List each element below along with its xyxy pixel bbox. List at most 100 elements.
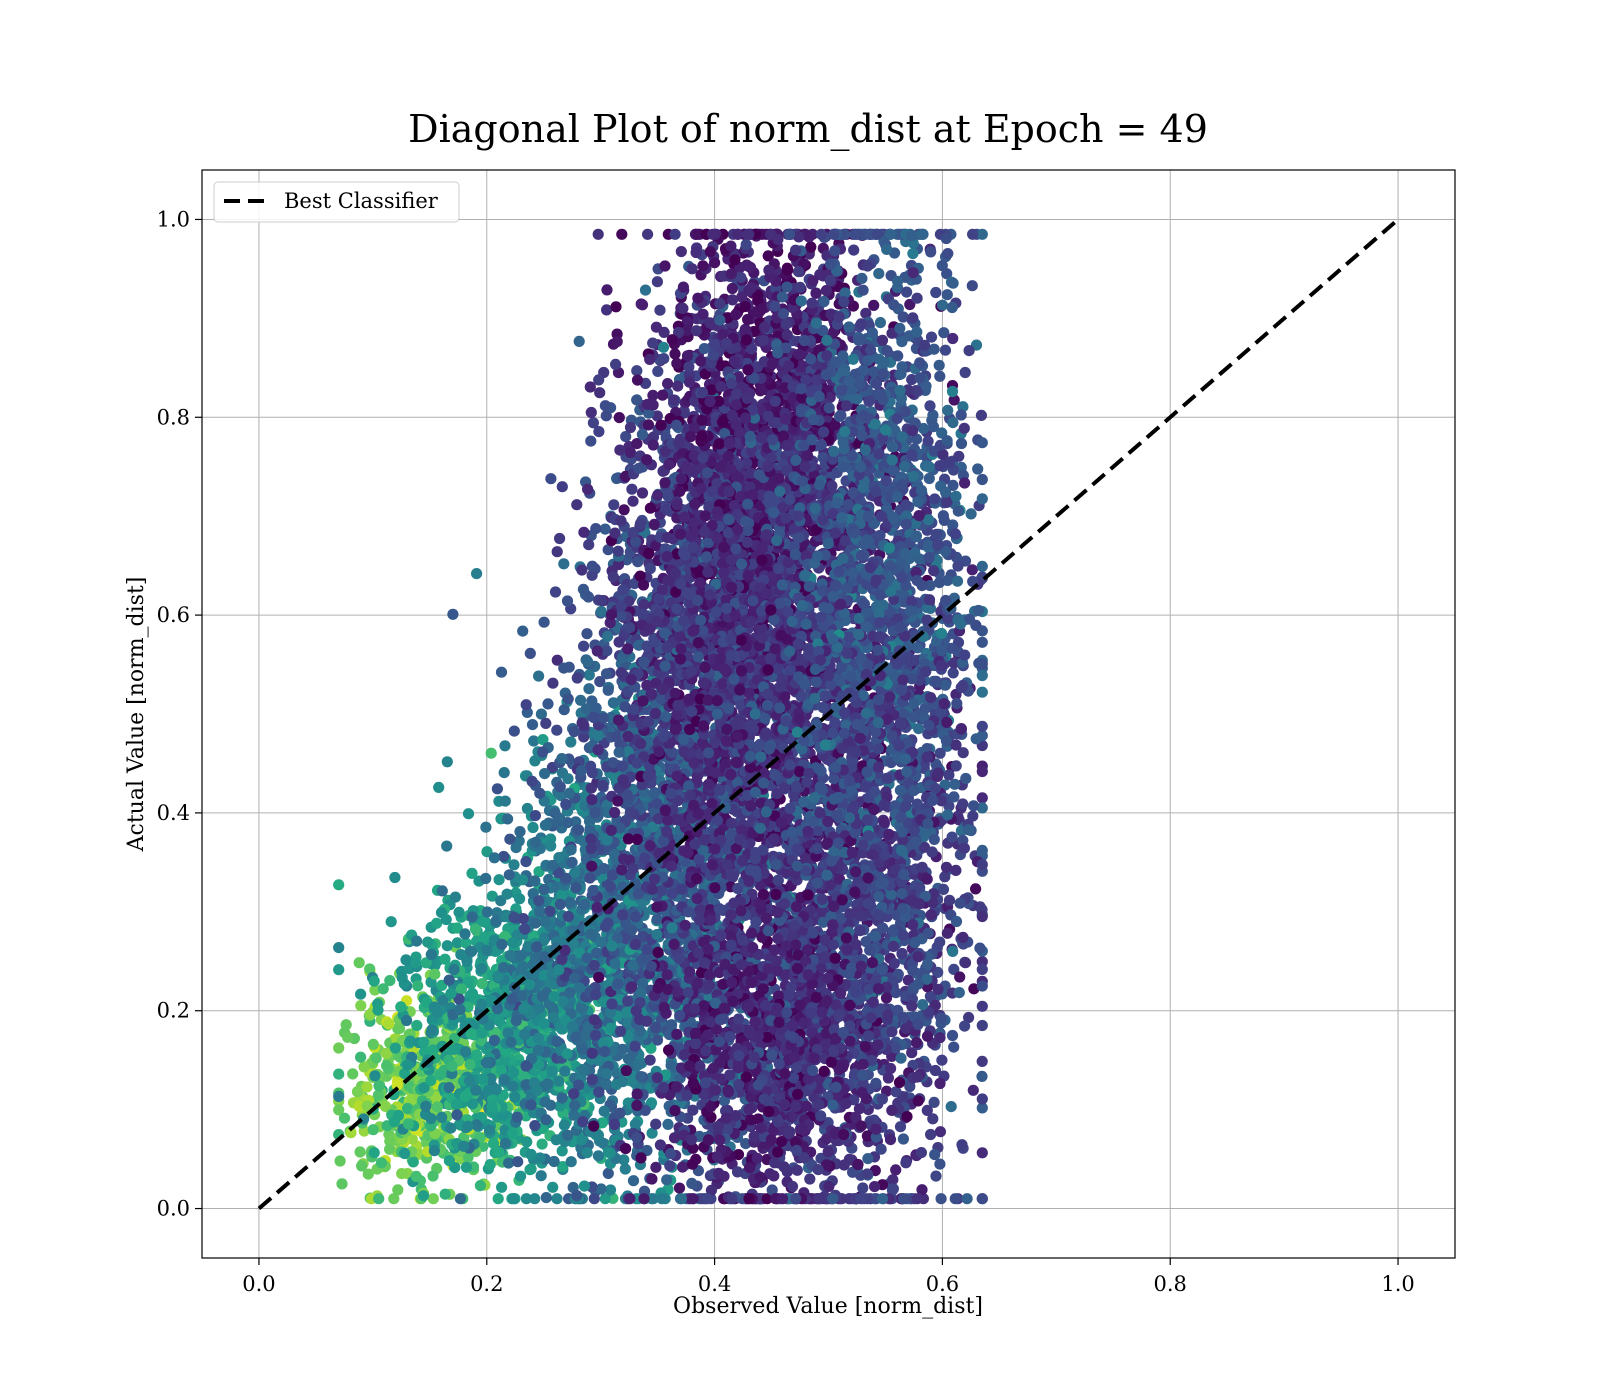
scatter-point: [527, 821, 539, 834]
scatter-point: [361, 1100, 373, 1112]
scatter-point: [627, 1175, 640, 1187]
scatter-point: [607, 697, 620, 709]
scatter-point: [577, 1116, 589, 1128]
scatter-point: [367, 1038, 379, 1050]
scatter-point: [588, 1193, 600, 1205]
scatter-point: [399, 1068, 411, 1080]
scatter-point: [606, 940, 618, 952]
scatter-point: [627, 959, 639, 972]
scatter-point: [347, 1068, 359, 1080]
scatter-point: [504, 949, 516, 962]
scatter-point: [576, 1003, 588, 1015]
scatter-point: [385, 916, 397, 928]
scatter-point: [426, 1024, 438, 1036]
scatter-point: [600, 1068, 613, 1080]
scatter-point: [466, 911, 478, 923]
scatter-point: [514, 826, 526, 838]
scatter-point: [651, 276, 664, 288]
scatter-point: [525, 1163, 537, 1175]
scatter-point: [441, 756, 453, 768]
scatter-point: [503, 869, 515, 881]
scatter-point: [654, 304, 666, 316]
scatter-point: [384, 975, 396, 987]
scatter-point: [558, 1119, 571, 1131]
scatter-point: [589, 807, 601, 819]
scatter-point: [568, 972, 581, 984]
scatter-point: [506, 1127, 519, 1139]
scatter-point: [432, 1006, 444, 1019]
scatter-point: [441, 940, 453, 952]
scatter-point: [624, 421, 637, 434]
scatter-point: [459, 1090, 471, 1103]
scatter-point: [483, 1124, 496, 1136]
scatter-point: [490, 1083, 502, 1095]
scatter-point: [529, 917, 542, 929]
scatter-point: [601, 630, 614, 643]
scatter-point: [520, 856, 532, 868]
scatter-point: [614, 1107, 626, 1119]
scatter-point: [420, 1100, 432, 1112]
scatter-point: [507, 1080, 519, 1092]
scatter-point: [578, 526, 590, 538]
scatter-point: [380, 1047, 393, 1059]
scatter-point: [462, 808, 475, 820]
scatter-point: [486, 1101, 498, 1113]
scatter-point: [493, 874, 505, 886]
scatter-point: [532, 1032, 545, 1044]
scatter-point: [431, 1101, 443, 1113]
scatter-point: [665, 1059, 677, 1071]
scatter-point: [547, 677, 559, 689]
scatter-point: [485, 747, 497, 759]
scatter-point: [447, 608, 459, 620]
scatter-point: [449, 891, 461, 903]
scatter-point: [540, 1114, 552, 1126]
scatter-point: [369, 984, 381, 996]
scatter-point: [459, 1046, 472, 1058]
scatter-point: [569, 1099, 581, 1112]
scatter-point: [535, 1170, 547, 1182]
scatter-point: [375, 1157, 387, 1169]
scatter-point: [533, 895, 545, 907]
scatter-point: [369, 1070, 381, 1082]
scatter-point: [355, 1051, 367, 1063]
scatter-point: [553, 964, 565, 976]
scatter-point: [547, 1181, 559, 1193]
scatter-point: [554, 898, 566, 911]
scatter-point: [333, 1104, 345, 1116]
scatter-point: [526, 719, 539, 731]
scatter-point: [551, 546, 563, 558]
scatter-point: [604, 881, 616, 893]
scatter-point: [476, 963, 488, 975]
scatter-point: [607, 571, 619, 583]
scatter-point: [602, 684, 614, 696]
scatter-point: [393, 1022, 406, 1034]
scatter-point: [364, 963, 376, 975]
scatter-point: [613, 746, 625, 758]
scatter-point: [600, 668, 613, 680]
scatter-point: [564, 896, 576, 909]
scatter-point: [588, 711, 600, 724]
scatter-point: [586, 767, 599, 779]
scatter-point: [629, 1040, 641, 1052]
scatter-point: [372, 1004, 384, 1016]
scatter-point: [392, 1109, 404, 1121]
scatter-point: [515, 950, 527, 962]
scatter-point: [562, 817, 574, 829]
scatter-point: [551, 1035, 563, 1048]
scatter-point: [612, 545, 624, 557]
scatter-point: [592, 1150, 605, 1162]
scatter-point: [401, 1014, 413, 1027]
scatter-point: [384, 1143, 396, 1155]
scatter-point: [418, 1036, 430, 1048]
scatter-point: [556, 889, 568, 901]
scatter-point: [474, 1180, 486, 1192]
scatter-point: [559, 944, 571, 956]
scatter-point: [542, 698, 554, 710]
scatter-point: [548, 1155, 560, 1168]
scatter-point: [529, 875, 541, 887]
scatter-point: [355, 988, 367, 1000]
scatter-point: [362, 1168, 374, 1180]
scatter-point: [580, 703, 592, 715]
scatter-point: [536, 1138, 548, 1150]
